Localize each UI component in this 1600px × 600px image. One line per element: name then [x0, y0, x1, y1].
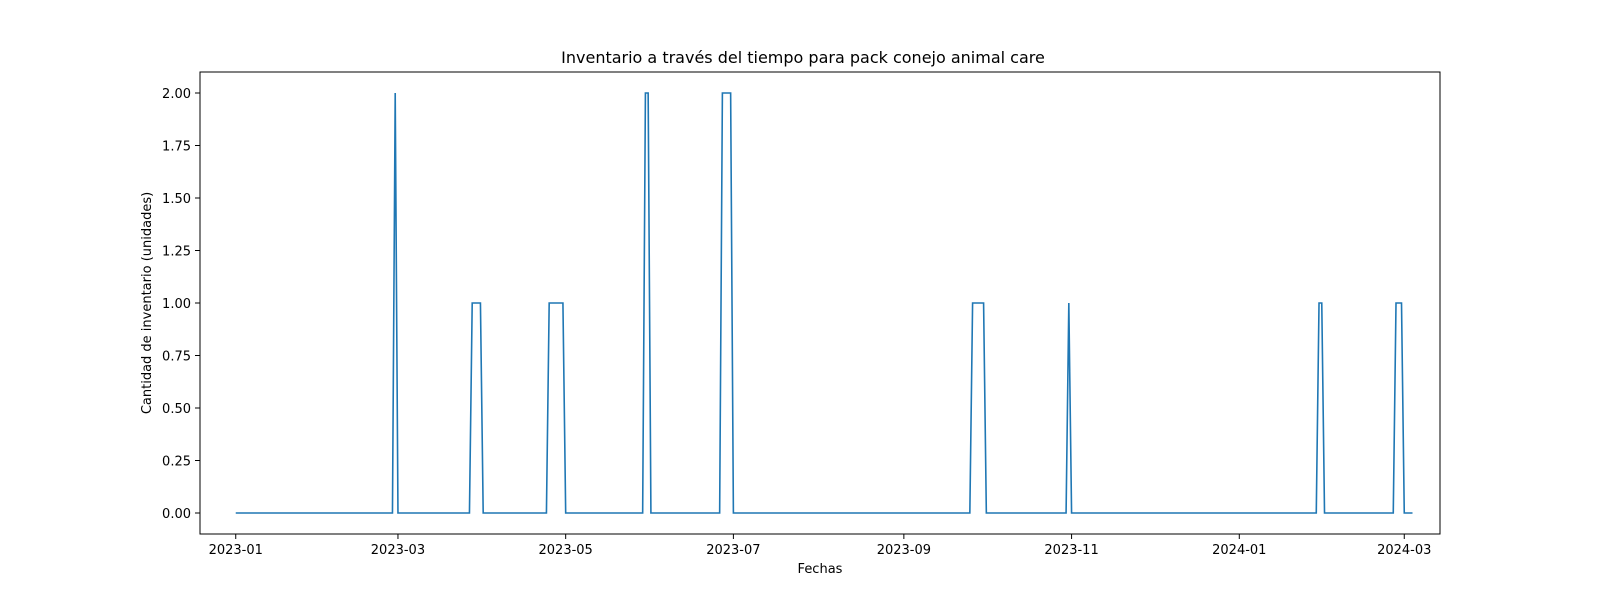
x-tick-label: 2023-07: [706, 543, 760, 558]
y-tick-label: 2.00: [162, 87, 191, 102]
chart-title: Inventario a través del tiempo para pack…: [561, 48, 1045, 67]
y-tick-label: 0.50: [162, 402, 191, 417]
plot-frame: [199, 71, 1441, 535]
x-tick-label: 2024-01: [1212, 543, 1266, 558]
x-tick-label: 2023-11: [1044, 543, 1098, 558]
series-layer: [235, 92, 1413, 514]
x-axis-label: Fechas: [798, 562, 843, 577]
x-tick-label: 2023-05: [539, 543, 593, 558]
y-tick-label: 1.25: [162, 245, 191, 260]
y-axis: 0.00 0.25 0.50 0.75 1.00 1.25 1.50 1.75 2.00: [162, 87, 200, 522]
x-tick-label: 2024-03: [1377, 543, 1431, 558]
x-axis: 2023-01 2023-03 2023-05 2023-07 2023-09 2023-…: [209, 534, 1431, 558]
y-tick-label: 1.50: [162, 192, 191, 207]
y-tick-label: 0.75: [162, 350, 191, 365]
y-tick-label: 0.00: [162, 507, 191, 522]
x-tick-label: 2023-01: [209, 543, 263, 558]
x-tick-label: 2023-03: [371, 543, 425, 558]
series-line: [235, 92, 1413, 514]
y-axis-label: Cantidad de inventario (unidades): [140, 192, 155, 414]
y-tick-label: 1.75: [162, 140, 191, 155]
y-tick-label: 1.00: [162, 297, 191, 312]
y-tick-label: 0.25: [162, 455, 191, 470]
x-tick-label: 2023-09: [877, 543, 931, 558]
